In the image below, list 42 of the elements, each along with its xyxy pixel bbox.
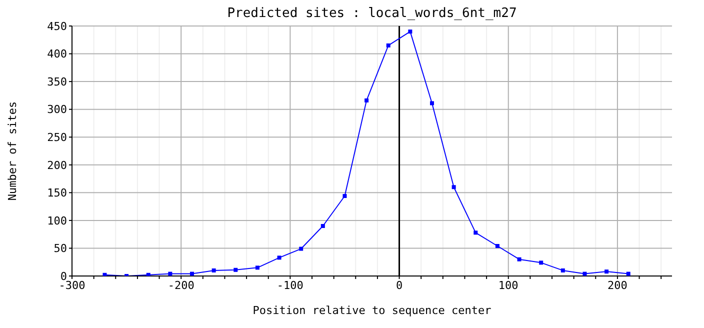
point (517, 257, 522, 262)
y-tick-label: 150 (47, 186, 67, 200)
point (474, 230, 478, 235)
y-tick-label: 450 (47, 20, 67, 33)
point (320, 224, 325, 228)
point (255, 266, 260, 270)
y-tick-label: 100 (47, 214, 67, 228)
x-axis-title: Position relative to sequence center (252, 304, 492, 317)
point (342, 194, 347, 198)
chart-title: Predicted sites : local_words_6nt_m27 (226, 6, 518, 21)
y-tick-label: 250 (47, 131, 67, 144)
point (102, 272, 107, 276)
point (626, 272, 630, 276)
point (452, 185, 456, 190)
y-tick-label: 50 (54, 242, 67, 256)
point (408, 30, 412, 34)
y-tick-label: 0 (60, 270, 67, 283)
point (190, 272, 194, 276)
y-tick-label: 200 (47, 158, 67, 172)
x-tick-label: 200 (608, 278, 628, 292)
y-tick-label: 300 (47, 103, 67, 116)
point (582, 272, 587, 276)
x-tick-label: 0 (396, 278, 403, 292)
y-tick-label: 400 (47, 48, 67, 61)
x-tick-label: 100 (498, 278, 518, 292)
point (430, 101, 434, 106)
point (168, 272, 172, 276)
x-tick-label: -100 (276, 278, 304, 292)
point (560, 268, 565, 272)
point (299, 246, 304, 251)
point (495, 244, 500, 248)
point (234, 268, 238, 272)
point (364, 98, 369, 102)
x-tick-label: -200 (168, 278, 194, 292)
point (212, 268, 216, 272)
point (604, 270, 609, 274)
point (539, 260, 544, 265)
point (386, 43, 390, 48)
point (146, 272, 150, 276)
y-tick-label: 350 (47, 75, 67, 88)
point (277, 256, 282, 260)
y-axis-title: Number of sites (6, 101, 19, 201)
